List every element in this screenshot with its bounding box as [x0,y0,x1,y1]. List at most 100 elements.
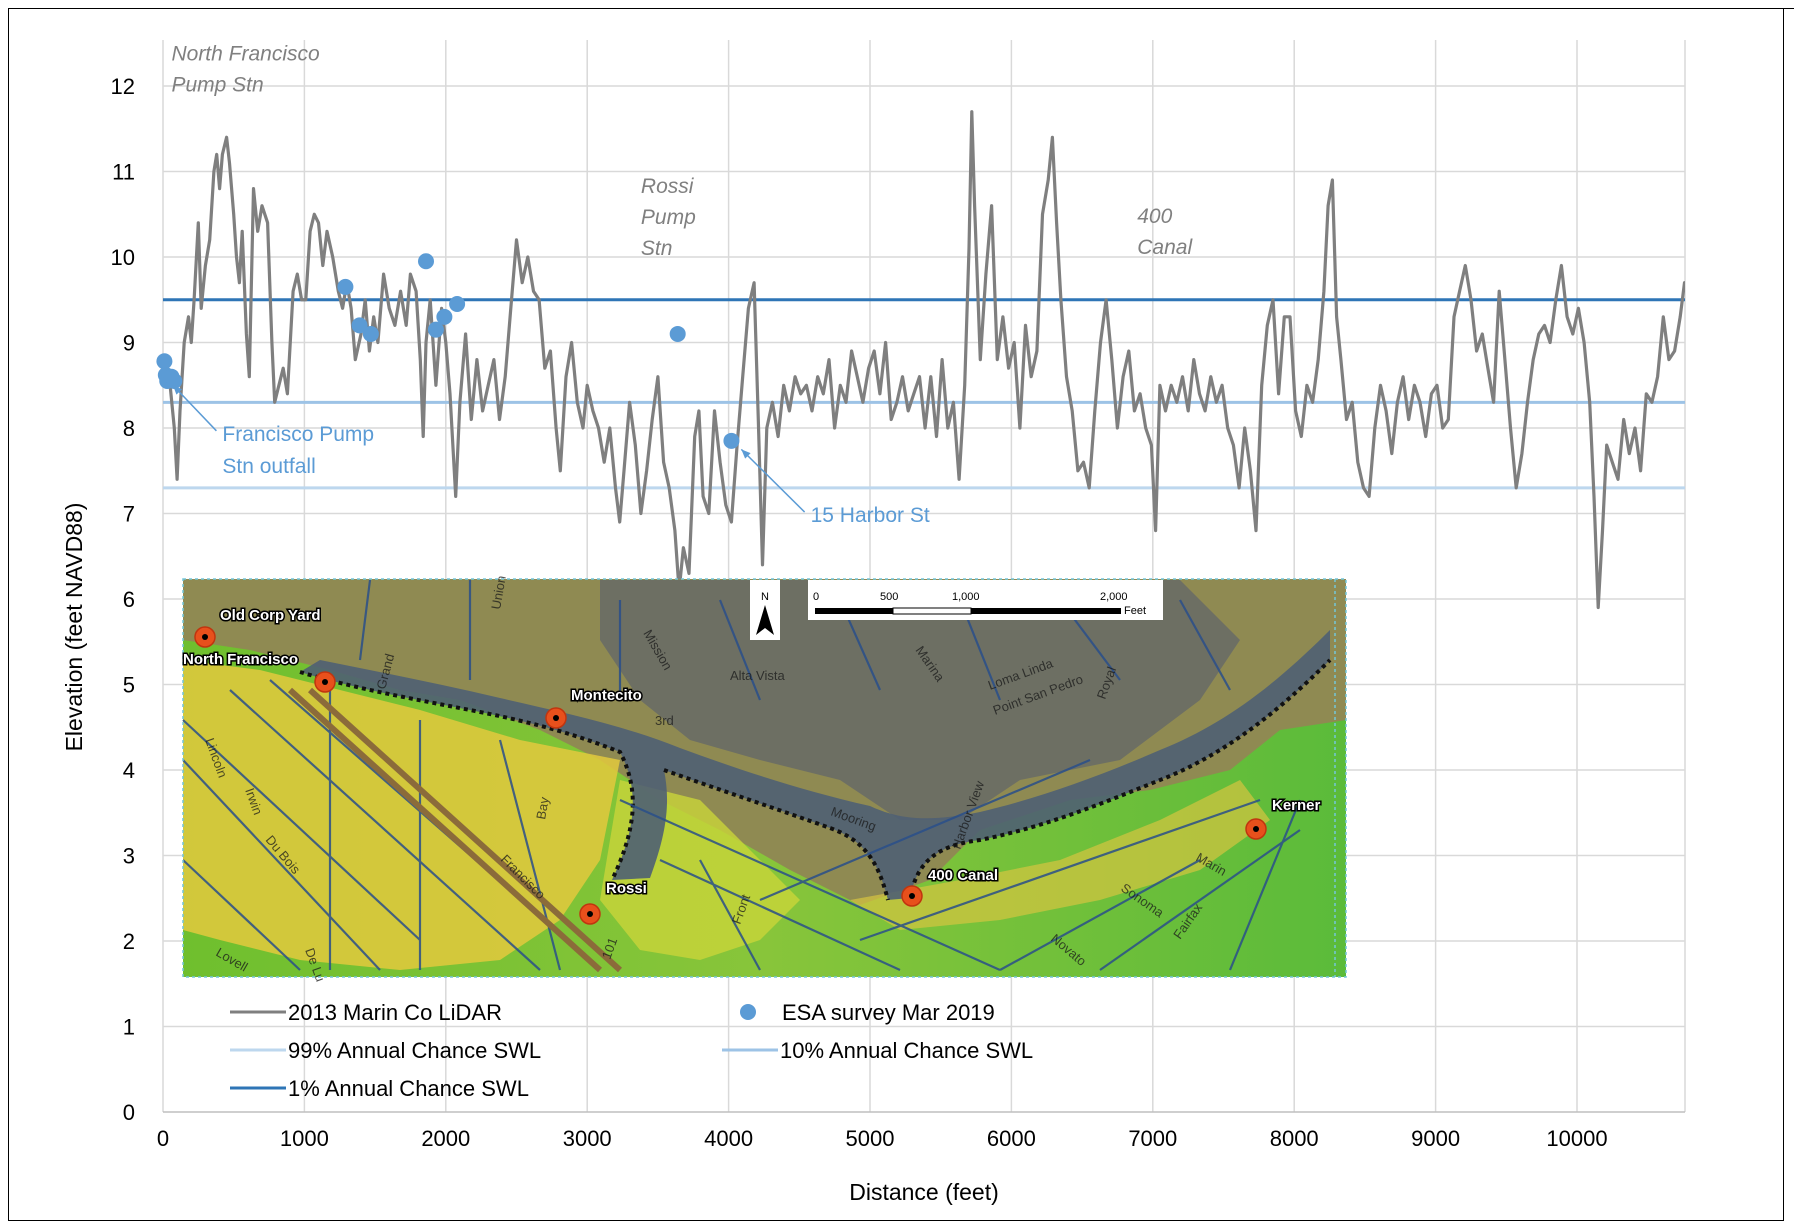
legend-label-4: 1% Annual Chance SWL [288,1076,529,1101]
x-tick-3000: 3000 [563,1126,612,1151]
annotation-3-arrow [172,384,217,432]
annotation-3-line-1: Stn outfall [222,455,315,478]
x-tick-0: 0 [157,1126,169,1151]
annotation-3-line-0: Francisco Pump [222,423,374,446]
y-tick-5: 5 [123,673,135,698]
inset-map-low-zone-east [850,780,1270,930]
annotation-1-line-2: Stn [641,237,673,260]
x-tick-9000: 9000 [1411,1126,1460,1151]
x-tick-4000: 4000 [704,1126,753,1151]
map-label-0: Old Corp Yard [220,607,321,624]
legend-label-0: 2013 Marin Co LiDAR [288,1000,502,1025]
x-tick-1000: 1000 [280,1126,329,1151]
scale-tick-2000: 2,000 [1100,591,1128,603]
pump-marker-dot-0 [202,634,208,640]
x-axis-label: Distance (feet) [849,1179,999,1205]
scale-bar-seg3 [971,608,1121,614]
pump-marker-dot-1 [322,679,328,685]
annotation-4-arrow [740,448,806,513]
y-tick-1: 1 [123,1015,135,1040]
y-tick-3: 3 [123,844,135,869]
scale-unit: Feet [1124,605,1146,617]
y-tick-0: 0 [123,1100,135,1125]
annotation-2-line-0: 400 [1137,205,1172,228]
y-tick-2: 2 [123,929,135,954]
street-label-23: 101 [599,936,621,962]
map-label-3: Rossi [606,880,647,897]
north-arrow-label: N [761,591,769,603]
survey-point-13 [723,432,740,449]
y-tick-12: 12 [111,74,135,99]
pump-marker-dot-2 [553,715,559,721]
survey-point-10 [436,308,453,325]
map-label-1: North Francisco [183,651,298,668]
scale-tick-500: 500 [880,591,898,603]
inset-map-border [182,578,1347,978]
y-tick-10: 10 [111,245,135,270]
scale-bar-seg1 [815,608,893,614]
annotation-0-line-1: Pump Stn [171,73,263,96]
pump-marker-dot-4 [909,893,915,899]
street-label-0: Union [488,574,509,610]
x-tick-7000: 7000 [1128,1126,1177,1151]
pump-marker-dot-5 [1253,826,1259,832]
map-label-2: Montecito [571,687,642,704]
inset-map-streets [182,579,1302,972]
map-label-4: 400 Canal [928,867,998,884]
legend-label-2: 99% Annual Chance SWL [288,1038,541,1063]
survey-point-0 [156,353,173,370]
x-tick-2000: 2000 [421,1126,470,1151]
lidar-line [163,110,1685,610]
lidar-profile [163,110,1685,610]
top-border-fragment [1750,8,1794,9]
x-tick-6000: 6000 [987,1126,1036,1151]
survey-point-8 [418,253,435,270]
y-tick-4: 4 [123,758,135,783]
annotation-3-arrowhead [172,385,183,395]
survey-point-7 [362,325,379,342]
scale-bar-seg2 [892,607,972,615]
inset-map: N 0 500 1,000 2,000 Feet Old Corp Yard No… [182,574,1347,984]
pump-marker-dot-3 [587,911,593,917]
annotation-1-line-0: Rossi [641,175,695,198]
x-tick-10000: 10000 [1546,1126,1607,1151]
legend-swatch-1 [740,1004,756,1020]
chart-annotations: North Francisco Pump Stn Rossi Pump Stn 400 Ca… [171,42,1193,527]
map-label-5: Kerner [1272,797,1321,814]
y-axis-label: Elevation (feet NAVD88) [61,503,87,752]
legend-label-3: 10% Annual Chance SWL [780,1038,1033,1063]
y-tick-8: 8 [123,416,135,441]
y-tick-9: 9 [123,331,135,356]
figure-frame [8,8,1784,1221]
legend-label-1: ESA survey Mar 2019 [782,1000,995,1025]
survey-point-11 [449,296,466,313]
scale-tick-0: 0 [813,591,819,603]
annotation-4-arrowhead [741,449,751,459]
street-label-5: Bay [533,795,552,820]
survey-point-5 [337,278,354,295]
inset-map-freeway [287,687,623,973]
esa-survey-points [156,253,740,449]
y-tick-6: 6 [123,587,135,612]
north-arrow-icon [756,605,774,635]
legend: 2013 Marin Co LiDAR ESA survey Mar 2019 99… [230,1000,1033,1101]
x-tick-8000: 8000 [1270,1126,1319,1151]
x-tick-5000: 5000 [846,1126,895,1151]
swl-reference-lines [163,298,1685,490]
survey-point-4 [166,372,183,389]
scale-tick-1000: 1,000 [952,591,980,603]
x-axis-tick-labels: 0 1000 2000 3000 4000 5000 6000 7000 8000 9000 100… [157,1126,1608,1151]
annotation-4-line-0: 15 Harbor St [811,504,930,527]
pump-station-markers: Old Corp Yard North Francisco Montecito Ros… [182,606,1322,925]
y-tick-11: 11 [112,160,135,185]
annotation-1-line-1: Pump [641,206,696,229]
annotation-2-line-1: Canal [1137,236,1193,259]
survey-point-9 [427,321,444,338]
y-tick-7: 7 [123,502,135,527]
street-label-13: Alta Vista [730,668,785,683]
survey-point-6 [351,317,368,334]
survey-point-12 [669,325,686,342]
annotation-0-line-0: North Francisco [171,42,320,65]
